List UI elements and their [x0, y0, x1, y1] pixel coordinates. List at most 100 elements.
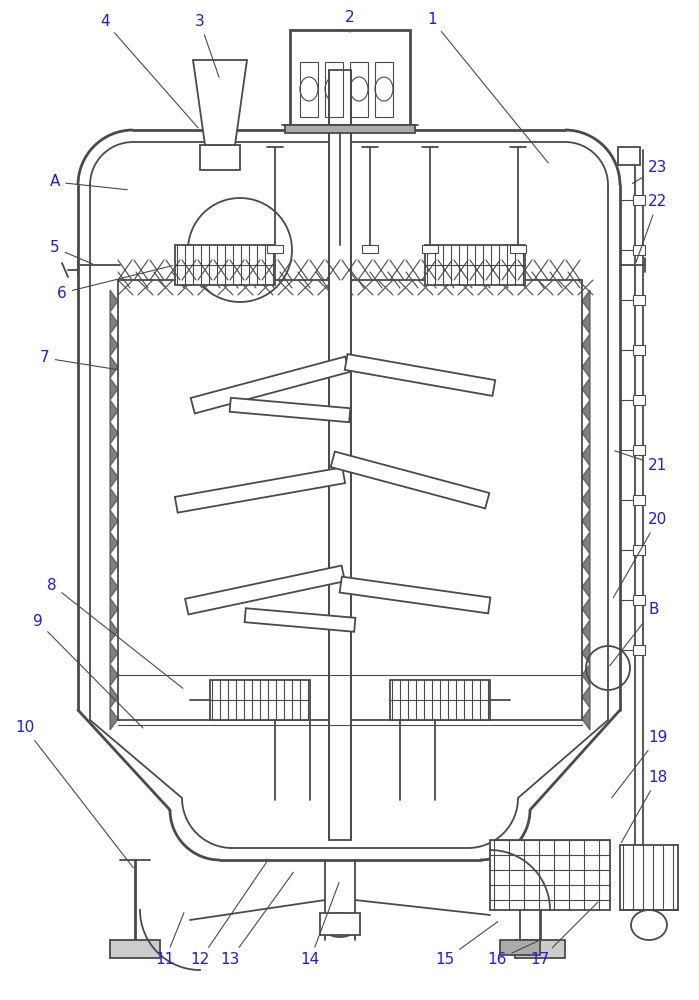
Polygon shape: [110, 312, 118, 334]
Polygon shape: [110, 444, 118, 466]
Polygon shape: [110, 488, 118, 510]
Text: 2: 2: [345, 10, 355, 32]
Text: 22: 22: [636, 194, 668, 262]
Polygon shape: [345, 354, 496, 396]
Text: 15: 15: [435, 922, 498, 968]
Polygon shape: [582, 510, 590, 532]
Text: 11: 11: [155, 913, 184, 968]
Bar: [329, 70, 351, 840]
Bar: [350, 62, 368, 117]
Polygon shape: [582, 356, 590, 378]
Polygon shape: [582, 708, 590, 730]
Text: 6: 6: [57, 266, 172, 300]
Text: 7: 7: [40, 351, 117, 370]
Polygon shape: [582, 532, 590, 554]
Polygon shape: [110, 708, 118, 730]
Bar: [633, 645, 645, 655]
Polygon shape: [582, 554, 590, 576]
Bar: [175, 245, 275, 285]
Bar: [110, 940, 160, 958]
Text: 4: 4: [100, 14, 198, 128]
Polygon shape: [110, 422, 118, 444]
Text: 21: 21: [614, 451, 668, 473]
Polygon shape: [245, 608, 355, 632]
Text: 19: 19: [612, 730, 668, 798]
Polygon shape: [193, 60, 247, 145]
Bar: [320, 913, 360, 935]
Bar: [200, 145, 240, 170]
Bar: [633, 445, 645, 455]
Bar: [425, 245, 525, 285]
Polygon shape: [340, 577, 491, 613]
Text: 18: 18: [621, 770, 668, 843]
Bar: [267, 245, 283, 253]
Polygon shape: [582, 378, 590, 400]
Bar: [633, 245, 645, 255]
Polygon shape: [110, 334, 118, 356]
Text: 8: 8: [48, 578, 183, 688]
Bar: [290, 30, 410, 125]
Polygon shape: [110, 642, 118, 664]
Polygon shape: [110, 598, 118, 620]
Polygon shape: [582, 576, 590, 598]
Polygon shape: [582, 334, 590, 356]
Polygon shape: [175, 467, 345, 513]
Text: 23: 23: [633, 160, 668, 184]
Text: 1: 1: [427, 12, 548, 163]
Polygon shape: [110, 510, 118, 532]
Bar: [633, 495, 645, 505]
Bar: [490, 840, 610, 910]
Polygon shape: [582, 400, 590, 422]
Bar: [422, 245, 438, 253]
Text: 14: 14: [301, 883, 339, 968]
Polygon shape: [582, 466, 590, 488]
Bar: [633, 195, 645, 205]
Bar: [500, 940, 540, 955]
Polygon shape: [191, 357, 350, 413]
Polygon shape: [110, 554, 118, 576]
Bar: [633, 295, 645, 305]
Text: 16: 16: [487, 941, 538, 968]
Polygon shape: [229, 398, 350, 422]
Bar: [515, 940, 565, 958]
Text: 5: 5: [50, 240, 92, 264]
Text: 10: 10: [15, 720, 134, 868]
Text: 12: 12: [190, 862, 266, 968]
Bar: [633, 345, 645, 355]
Polygon shape: [331, 452, 489, 508]
Polygon shape: [582, 686, 590, 708]
Polygon shape: [110, 356, 118, 378]
Polygon shape: [582, 664, 590, 686]
Bar: [375, 62, 393, 117]
Bar: [620, 845, 678, 910]
Polygon shape: [110, 686, 118, 708]
Bar: [210, 680, 310, 720]
Polygon shape: [582, 598, 590, 620]
Bar: [633, 545, 645, 555]
Polygon shape: [110, 664, 118, 686]
Bar: [390, 680, 490, 720]
Polygon shape: [110, 400, 118, 422]
Polygon shape: [110, 290, 118, 312]
Polygon shape: [582, 422, 590, 444]
Bar: [325, 62, 343, 117]
Polygon shape: [110, 576, 118, 598]
Polygon shape: [110, 466, 118, 488]
Polygon shape: [582, 620, 590, 642]
Bar: [633, 395, 645, 405]
Polygon shape: [185, 566, 345, 614]
Bar: [300, 62, 318, 117]
Polygon shape: [582, 290, 590, 312]
Polygon shape: [582, 444, 590, 466]
Polygon shape: [582, 488, 590, 510]
Bar: [285, 125, 415, 133]
Polygon shape: [110, 532, 118, 554]
Text: 13: 13: [220, 872, 294, 968]
Polygon shape: [110, 620, 118, 642]
Text: 20: 20: [614, 512, 668, 598]
Polygon shape: [582, 642, 590, 664]
Text: 17: 17: [531, 902, 598, 968]
Bar: [633, 595, 645, 605]
Bar: [510, 245, 526, 253]
Polygon shape: [110, 378, 118, 400]
